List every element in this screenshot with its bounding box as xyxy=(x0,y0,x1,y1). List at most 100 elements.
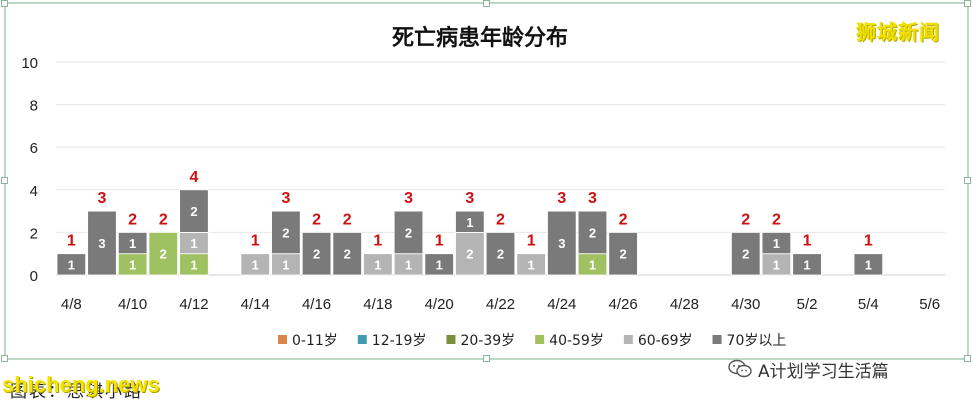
bar-segment xyxy=(485,231,516,276)
bar-value-label: 1 xyxy=(190,257,197,272)
bar-value-label: 1 xyxy=(803,257,810,272)
chart-title: 死亡病患年龄分布 xyxy=(392,25,568,51)
bar-segment xyxy=(393,210,424,255)
x-tick-label: 4/14 xyxy=(241,296,270,313)
x-tick-label: 4/10 xyxy=(118,296,147,313)
total-label: 2 xyxy=(128,211,137,228)
legend-label: 0-11岁 xyxy=(292,333,338,349)
x-tick-label: 5/6 xyxy=(919,296,940,313)
x-tick-label: 4/24 xyxy=(547,296,576,313)
x-tick-label: 4/12 xyxy=(179,296,208,313)
bar-segment xyxy=(117,231,148,255)
bar-value-label: 1 xyxy=(773,236,780,251)
bar-segment xyxy=(424,253,454,276)
legend-swatch xyxy=(623,335,633,344)
legend-label: 40-59岁 xyxy=(549,333,604,349)
total-label: 1 xyxy=(803,233,812,250)
resize-handle-top-left[interactable] xyxy=(1,0,8,7)
total-label: 3 xyxy=(557,190,566,207)
wechat-account-name: A计划学习生活篇 xyxy=(758,361,889,382)
x-tick-label: 4/22 xyxy=(486,296,515,313)
bar-value-label: 1 xyxy=(773,257,780,272)
bar-value-label: 1 xyxy=(190,236,197,251)
resize-handle-bottom[interactable] xyxy=(483,355,490,362)
legend-swatch xyxy=(446,335,456,344)
resize-handle-right[interactable] xyxy=(964,177,971,184)
bar-value-label: 1 xyxy=(528,257,535,272)
x-tick-label: 4/28 xyxy=(670,296,699,313)
total-label: 2 xyxy=(619,211,628,228)
wechat-account-badge: A计划学习生活篇 xyxy=(728,356,889,382)
bar-value-label: 1 xyxy=(436,257,443,272)
x-tick-label: 4/30 xyxy=(731,296,760,313)
resize-handle-bottom-left[interactable] xyxy=(1,355,8,362)
legend-label: 70岁以上 xyxy=(727,333,787,349)
legend-swatch xyxy=(357,335,367,344)
bar-value-label: 2 xyxy=(282,225,289,240)
total-label: 2 xyxy=(159,211,168,228)
bar-segment xyxy=(577,210,608,255)
x-tick-label: 4/8 xyxy=(61,296,82,313)
bar-segment xyxy=(455,210,485,233)
legend: 0-11岁 12-19岁 20-39岁 40-59岁 60-69岁 70岁以上 xyxy=(278,333,786,349)
legend-item: 70岁以上 xyxy=(712,333,787,349)
bar-segment xyxy=(731,231,761,276)
total-label: 3 xyxy=(281,190,290,207)
bar-value-label: 2 xyxy=(313,247,320,262)
total-label: 1 xyxy=(864,233,873,250)
bar-value-label: 1 xyxy=(68,257,75,272)
x-tick-label: 5/2 xyxy=(797,296,818,313)
bar-value-label: 1 xyxy=(589,257,596,272)
x-tick-label: 4/26 xyxy=(609,296,638,313)
bar-segment xyxy=(240,253,270,276)
legend-item: 0-11岁 xyxy=(278,333,338,349)
bar-segment xyxy=(179,189,209,233)
watermark-top: 狮城新闻 xyxy=(856,20,940,44)
legend-swatch xyxy=(712,335,722,344)
y-tick-label: 4 xyxy=(30,183,38,200)
bar-value-label: 2 xyxy=(589,225,596,240)
bar-value-label: 2 xyxy=(466,247,473,262)
bar-segment xyxy=(301,231,332,276)
total-label: 2 xyxy=(343,211,352,228)
bar-value-label: 2 xyxy=(160,247,167,262)
bar-segment xyxy=(363,253,393,276)
y-tick-label: 0 xyxy=(30,268,38,285)
bar-value-label: 3 xyxy=(558,236,565,251)
x-axis: 4/8 4/10 4/12 4/14 4/16 4/18 4/20 4/22 4/24 4/26 4… xyxy=(61,296,940,313)
bar-segment xyxy=(516,253,546,276)
resize-handle-top-right[interactable] xyxy=(964,0,971,7)
bar-segment xyxy=(56,253,87,276)
total-label: 1 xyxy=(373,233,382,250)
resize-handle-left[interactable] xyxy=(1,177,8,184)
bar-value-label: 1 xyxy=(282,257,289,272)
bar-value-label: 1 xyxy=(252,257,259,272)
bar-value-label: 2 xyxy=(190,204,197,219)
legend-label: 12-19岁 xyxy=(372,333,427,349)
bar-segment xyxy=(271,210,301,255)
resize-handle-top[interactable] xyxy=(483,0,490,7)
watermark-bottom: shicheng.news xyxy=(2,372,160,397)
legend-label: 60-69岁 xyxy=(638,333,693,349)
legend-swatch xyxy=(278,335,287,344)
bar-segment xyxy=(761,231,792,255)
y-tick-label: 10 xyxy=(21,55,38,72)
resize-handle-bottom-right[interactable] xyxy=(964,355,971,362)
legend-item: 20-39岁 xyxy=(446,333,515,349)
total-label: 1 xyxy=(435,233,444,250)
bar-value-label: 1 xyxy=(466,215,473,230)
bar-value-label: 2 xyxy=(497,247,504,262)
y-tick-label: 2 xyxy=(30,225,38,242)
chart-caption: 图表：思琪小路 xyxy=(10,382,143,402)
x-tick-label: 5/4 xyxy=(858,296,879,313)
x-tick-label: 4/16 xyxy=(302,296,331,313)
legend-item: 40-59岁 xyxy=(535,333,604,349)
bar-value-label: 1 xyxy=(405,257,412,272)
bar-value-label: 1 xyxy=(374,257,381,272)
bar-segment xyxy=(148,231,179,276)
total-label: 2 xyxy=(772,211,781,228)
bar-value-label: 2 xyxy=(742,247,749,262)
bar-segment xyxy=(792,253,822,276)
legend-swatch xyxy=(535,335,545,344)
bar-value-label: 2 xyxy=(405,225,412,240)
